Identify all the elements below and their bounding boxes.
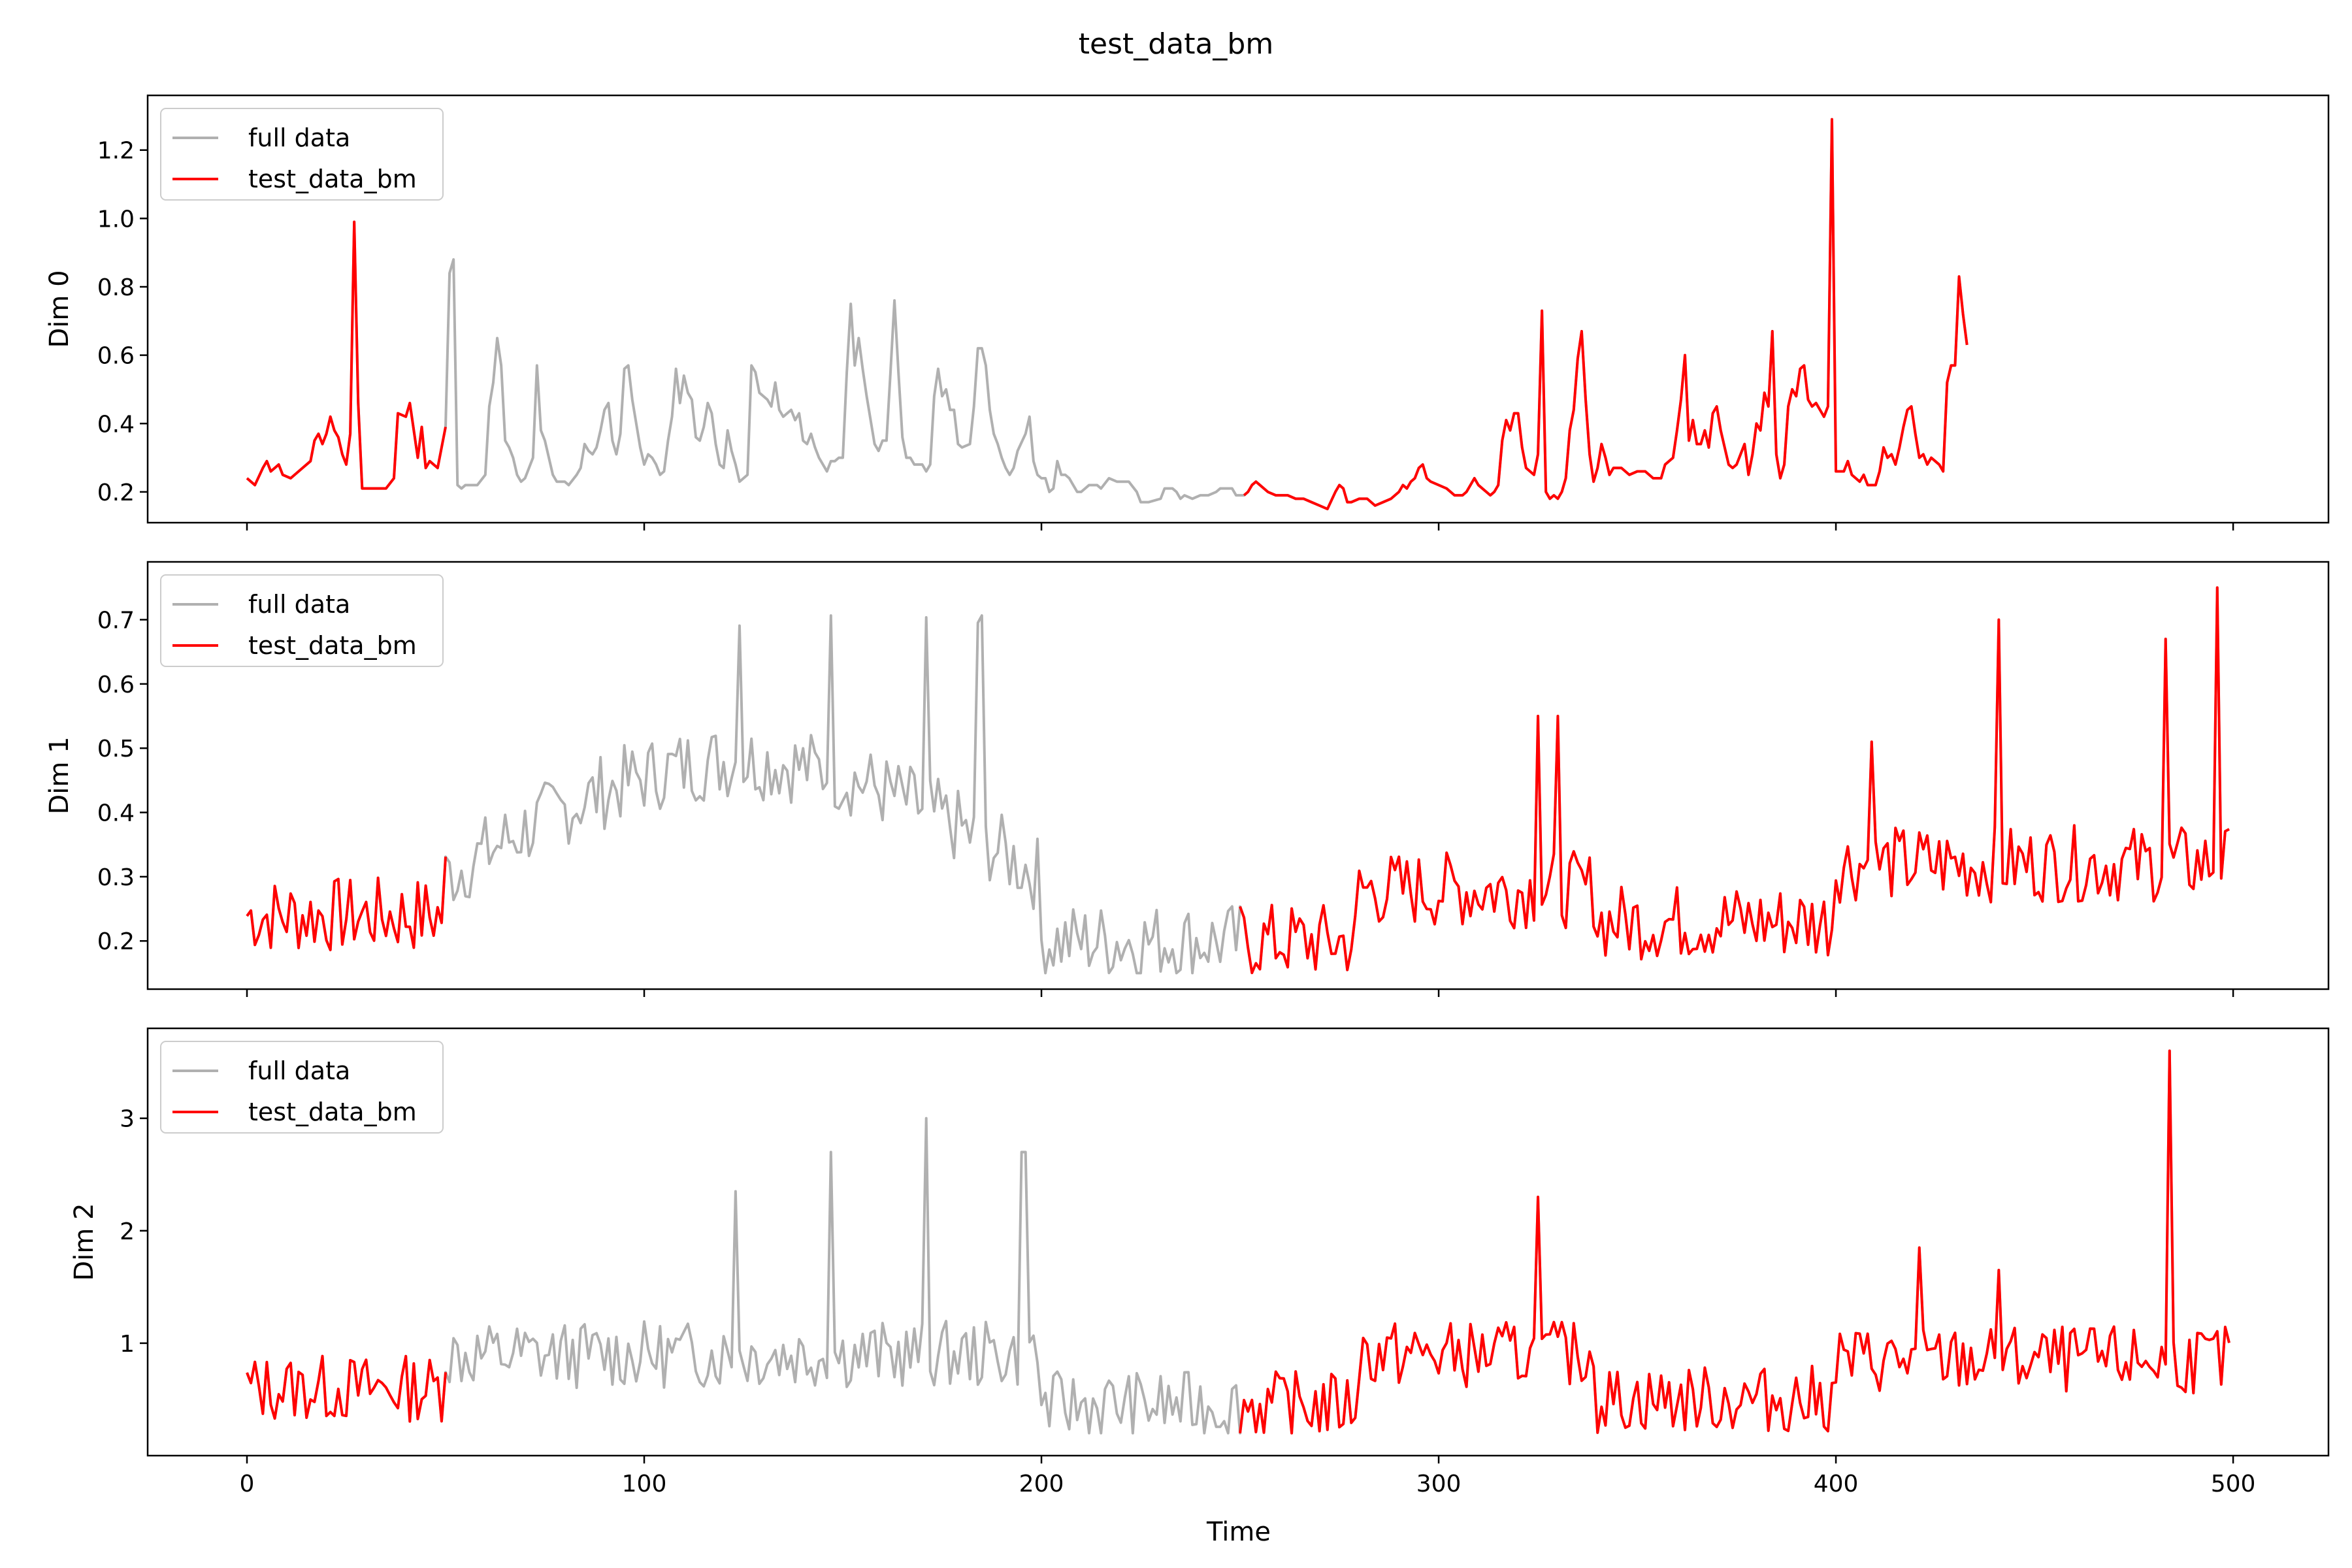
x-tick-label: 300 (1416, 1471, 1462, 1497)
y-tick-label: 0.4 (97, 800, 135, 827)
y-tick-label: 0.2 (97, 480, 135, 506)
x-tick-label: 100 (622, 1471, 667, 1497)
y-tick-label: 0.3 (97, 864, 135, 891)
y-tick-label: 0.6 (97, 343, 135, 370)
legend-full-label: full data (248, 1056, 350, 1085)
axes-frame (146, 1027, 2330, 1457)
test-data-line-segment-0 (246, 857, 448, 952)
y-tick-label: 0.4 (97, 411, 135, 438)
legend-test-label: test_data_bm (248, 1098, 417, 1126)
figure-title: test_data_bm (1079, 27, 1273, 61)
test-data-line-segment-1 (1239, 586, 2230, 975)
x-axis-label: Time (1206, 1517, 1271, 1547)
panel-dim-0: 0.2 0.4 0.6 0.8 1.0 1.2 Dim 0 full data test_dat… (44, 94, 2330, 531)
y-tick-label: 0.5 (97, 736, 135, 762)
y-tick-label: 1.0 (97, 206, 135, 233)
y-axis-label: Dim 1 (44, 736, 74, 814)
test-data-line-segment-1 (1243, 118, 1968, 511)
y-tick-label: 1.2 (97, 138, 135, 165)
legend-full-label: full data (248, 590, 350, 619)
y-tick-label: 3 (120, 1106, 135, 1133)
y-axis-label: Dim 2 (69, 1203, 99, 1281)
legend-box (160, 574, 444, 667)
full-data-line (246, 1049, 2230, 1435)
panel-dim-1: 0.2 0.3 0.4 0.5 0.6 0.7 Dim 1 full data test_dat… (44, 561, 2330, 997)
y-tick-label: 0.7 (97, 608, 135, 634)
panel-dim-2: 1 2 3 0 100 200 300 400 500 Dim 2 full data test_da… (69, 1027, 2330, 1497)
legend-test-label: test_data_bm (248, 165, 417, 193)
x-tick-label: 200 (1019, 1471, 1064, 1497)
x-tick-label: 0 (240, 1471, 255, 1497)
legend-test-label: test_data_bm (248, 631, 417, 660)
y-tick-label: 1 (120, 1331, 135, 1358)
axes-frame (146, 561, 2330, 990)
x-tick-label: 400 (1814, 1471, 1859, 1497)
y-tick-label: 0.6 (97, 672, 135, 698)
y-tick-label: 0.2 (97, 928, 135, 955)
x-tick-label: 500 (2211, 1471, 2256, 1497)
test-data-line-segment-0 (246, 1354, 448, 1423)
legend-box (160, 1041, 444, 1134)
full-data-line (246, 118, 1968, 511)
test-data-line-segment-0 (246, 220, 447, 490)
y-tick-label: 2 (120, 1218, 135, 1245)
y-axis-label: Dim 0 (44, 270, 74, 348)
legend-full-label: full data (248, 123, 350, 152)
full-data-line (246, 586, 2230, 975)
test-data-line-segment-1 (1239, 1049, 2230, 1435)
y-tick-label: 0.8 (97, 274, 135, 301)
legend-box (160, 108, 444, 201)
axes-frame (146, 94, 2330, 524)
